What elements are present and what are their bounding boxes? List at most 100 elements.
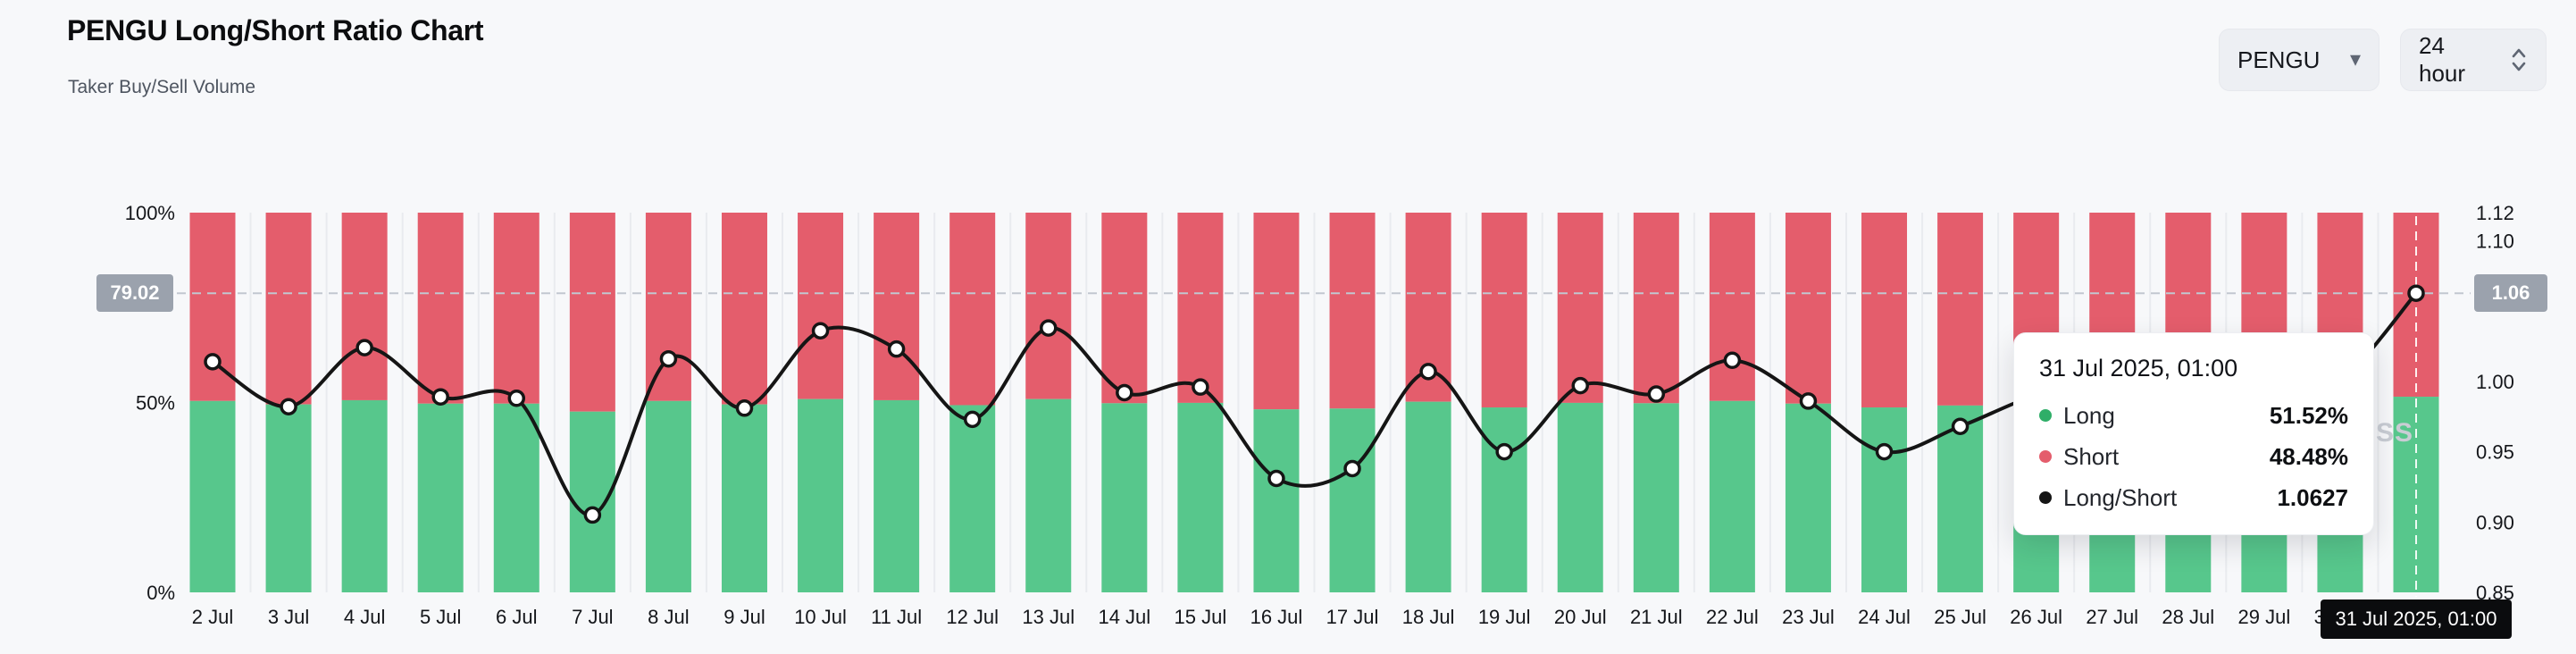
bar-long-segment[interactable] — [798, 398, 844, 592]
page-subtitle: Taker Buy/Sell Volume — [68, 77, 256, 97]
bar-short-segment[interactable] — [2393, 213, 2439, 398]
bar-short-segment[interactable] — [417, 213, 464, 404]
symbol-select-label: PENGU — [2237, 46, 2321, 73]
x-axis-label: 22 Jul — [1706, 606, 1759, 628]
bar-short-segment[interactable] — [1481, 213, 1527, 408]
tooltip-row-value: 48.48% — [2269, 443, 2348, 470]
bar-short-segment[interactable] — [1025, 213, 1072, 399]
bar-short-segment[interactable] — [874, 213, 920, 400]
bar-long-segment[interactable] — [1937, 405, 1984, 592]
tooltip-title: 31 Jul 2025, 01:00 — [2039, 355, 2238, 382]
interval-select[interactable]: 24 hour — [2400, 29, 2547, 91]
bar-short-segment[interactable] — [949, 213, 996, 406]
y-axis-label-right: 0.90 — [2476, 511, 2514, 533]
x-axis-label: 2 Jul — [192, 606, 233, 628]
bar-long-segment[interactable] — [1329, 408, 1376, 592]
line-marker — [1799, 392, 1818, 410]
ratio-series-dot-icon — [2039, 491, 2052, 504]
bar-short-segment[interactable] — [798, 213, 844, 399]
line-marker — [2407, 284, 2425, 302]
line-marker — [280, 398, 297, 415]
line-marker — [735, 399, 754, 417]
y-axis-label-right: 1.00 — [2476, 371, 2514, 393]
bar-long-segment[interactable] — [341, 399, 388, 592]
y-axis-label-left: 50% — [136, 392, 175, 415]
bar-long-segment[interactable] — [1557, 402, 1603, 592]
x-axis-label: 13 Jul — [1022, 606, 1075, 628]
crosshair-date-badge: 31 Jul 2025, 01:00 — [2321, 600, 2512, 639]
bar-long-segment[interactable] — [1481, 407, 1527, 592]
bar-long-segment[interactable] — [1633, 403, 1679, 592]
tooltip-row-label: Short — [2063, 443, 2120, 470]
bar-long-segment[interactable] — [1253, 409, 1300, 592]
bar-long-segment[interactable] — [1785, 403, 1831, 592]
bar-long-segment[interactable] — [493, 403, 539, 592]
x-axis-label: 14 Jul — [1098, 606, 1150, 628]
x-axis-label: 27 Jul — [2086, 606, 2138, 628]
bar-short-segment[interactable] — [1557, 213, 1603, 403]
bar-short-segment[interactable] — [265, 213, 312, 405]
x-axis-label: 8 Jul — [648, 606, 689, 628]
bar-long-segment[interactable] — [569, 411, 615, 592]
line-marker — [1343, 459, 1361, 478]
bar-short-segment[interactable] — [1861, 213, 1908, 408]
x-axis-label: 5 Jul — [420, 606, 461, 628]
bar-short-segment[interactable] — [1709, 213, 1755, 401]
bar-short-segment[interactable] — [645, 213, 691, 401]
bar-short-segment[interactable] — [569, 213, 615, 412]
bar-short-segment[interactable] — [1177, 213, 1224, 403]
bar-short-segment[interactable] — [1101, 213, 1148, 404]
tooltip-row-value: 1.0627 — [2277, 484, 2348, 511]
line-marker — [431, 388, 449, 406]
line-marker — [1267, 469, 1285, 488]
line-marker — [355, 339, 373, 356]
line-marker — [1495, 442, 1513, 461]
bar-short-segment[interactable] — [493, 213, 539, 404]
symbol-select[interactable]: PENGU ▾ — [2219, 29, 2379, 91]
x-axis-label: 9 Jul — [723, 606, 765, 628]
line-marker — [659, 349, 678, 368]
line-marker — [204, 353, 222, 371]
line-marker — [1192, 378, 1209, 396]
x-axis-label: 19 Jul — [1478, 606, 1531, 628]
bar-short-segment[interactable] — [1633, 213, 1679, 404]
bar-short-segment[interactable] — [1785, 213, 1831, 404]
bar-long-segment[interactable] — [265, 404, 312, 592]
x-axis-label: 29 Jul — [2238, 606, 2291, 628]
x-axis-label: 7 Jul — [572, 606, 613, 628]
line-marker — [1419, 363, 1437, 381]
bar-short-segment[interactable] — [1937, 213, 1984, 406]
bar-long-segment[interactable] — [1405, 401, 1451, 592]
bar-long-segment[interactable] — [949, 405, 996, 592]
bar-long-segment[interactable] — [1101, 403, 1148, 592]
line-marker — [507, 390, 526, 407]
tooltip-row-ratio: Long/Short 1.0627 — [2039, 482, 2348, 513]
y-axis-label-left: 0% — [146, 582, 175, 604]
tooltip-row-label: Long/Short — [2063, 484, 2178, 511]
x-axis-label: 15 Jul — [1175, 606, 1227, 628]
bar-long-segment[interactable] — [645, 400, 691, 592]
long-series-dot-icon — [2039, 409, 2052, 422]
x-axis-label: 21 Jul — [1630, 606, 1683, 628]
bar-short-segment[interactable] — [1329, 213, 1376, 409]
chevron-up-down-icon — [2512, 48, 2526, 71]
bar-long-segment[interactable] — [189, 400, 236, 592]
bar-short-segment[interactable] — [721, 213, 767, 405]
tooltip-row-value: 51.52% — [2269, 402, 2348, 429]
bar-long-segment[interactable] — [874, 399, 920, 592]
bar-short-segment[interactable] — [341, 213, 388, 400]
bar-long-segment[interactable] — [1861, 407, 1908, 592]
bar-long-segment[interactable] — [1177, 402, 1224, 592]
bar-short-segment[interactable] — [1253, 213, 1300, 410]
watermark-fragment: SS — [2376, 418, 2414, 448]
tooltip-row-short: Short 48.48% — [2039, 441, 2348, 472]
line-marker — [1951, 417, 1970, 436]
line-marker — [811, 322, 830, 340]
bar-long-segment[interactable] — [1709, 400, 1755, 592]
bar-long-segment[interactable] — [1025, 398, 1072, 592]
line-marker — [887, 340, 906, 358]
bar-long-segment[interactable] — [721, 404, 767, 592]
bar-long-segment[interactable] — [417, 403, 464, 592]
x-axis-label: 20 Jul — [1554, 606, 1607, 628]
